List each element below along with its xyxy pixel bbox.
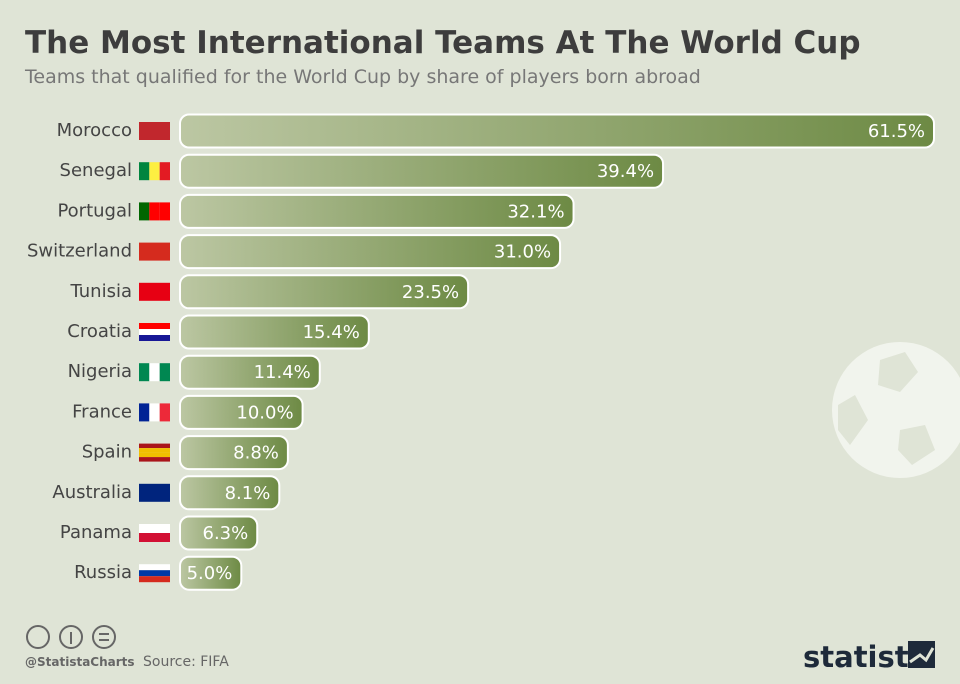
- category-label: Russia: [74, 562, 132, 583]
- category-label: Tunisia: [70, 281, 133, 302]
- flag-stripe: [139, 524, 170, 533]
- flag-stripe: [139, 483, 170, 502]
- flag: [139, 122, 170, 140]
- value-label: 10.0%: [236, 402, 293, 423]
- source: Source: FIFA: [143, 654, 229, 670]
- bar: [179, 314, 370, 350]
- brand-icon: [908, 641, 935, 668]
- value-label: 5.0%: [187, 563, 233, 584]
- flag: [139, 363, 170, 382]
- flag-stripe: [139, 329, 170, 335]
- flag-stripe: [149, 403, 160, 422]
- category-label: Senegal: [60, 160, 132, 181]
- flag: [139, 564, 170, 583]
- value-label: 8.8%: [233, 443, 279, 464]
- flag-stripe: [139, 162, 150, 181]
- bar: [179, 515, 259, 551]
- category-label: Morocco: [57, 120, 132, 141]
- bar: [179, 274, 470, 310]
- bar: [179, 153, 665, 189]
- category-label: Croatia: [67, 321, 132, 342]
- flag-stripe: [159, 162, 170, 181]
- flag-stripe: [139, 564, 170, 571]
- credit: @StatistaCharts: [25, 655, 135, 669]
- bar: [179, 234, 562, 270]
- flag: [139, 282, 170, 301]
- brand: statista: [803, 640, 928, 674]
- flag-stripe: [139, 122, 170, 140]
- flag-stripe: [139, 202, 150, 221]
- value-label: 39.4%: [597, 161, 654, 182]
- decoration: [832, 342, 960, 478]
- flag-stripe: [139, 335, 170, 341]
- flag: [139, 162, 170, 181]
- bar: [179, 354, 321, 390]
- flag-stripe: [149, 162, 160, 181]
- flag-stripe: [139, 457, 170, 462]
- bar: [179, 193, 575, 229]
- category-label: Spain: [82, 442, 132, 463]
- flag-stripe: [149, 202, 160, 221]
- bar: [179, 113, 935, 149]
- flag: [139, 202, 170, 221]
- bar: [179, 394, 304, 430]
- category-label: Australia: [52, 482, 132, 503]
- value-label: 8.1%: [225, 483, 271, 504]
- value-label: 15.4%: [303, 322, 360, 343]
- flag-stripe: [139, 570, 170, 577]
- flag-stripe: [139, 533, 170, 542]
- value-label: 32.1%: [507, 201, 564, 222]
- flag-stripe: [159, 363, 170, 382]
- flag: [139, 524, 170, 542]
- value-label: 23.5%: [402, 282, 459, 303]
- flag-stripe: [139, 403, 150, 422]
- cc-icons: [26, 625, 116, 649]
- flag-stripe: [159, 202, 170, 221]
- category-label: Nigeria: [68, 361, 132, 382]
- bar: [179, 475, 281, 511]
- flag: [139, 403, 170, 422]
- value-label: 6.3%: [203, 523, 249, 544]
- bar: [179, 435, 289, 471]
- flag: [139, 443, 170, 462]
- category-label: Switzerland: [27, 241, 132, 262]
- flag-stripe: [139, 576, 170, 583]
- flag: [139, 483, 170, 502]
- flag-stripe: [139, 323, 170, 329]
- value-label: 11.4%: [254, 362, 311, 383]
- flag-stripe: [139, 363, 150, 382]
- flag-stripe: [139, 282, 170, 301]
- flag-stripe: [139, 452, 170, 458]
- category-label: Panama: [60, 522, 132, 543]
- flag-stripe: [139, 448, 170, 453]
- flag-stripe: [159, 403, 170, 422]
- flag-stripe: [139, 242, 170, 261]
- value-label: 31.0%: [494, 242, 551, 263]
- flag: [139, 323, 170, 341]
- category-label: France: [72, 401, 132, 422]
- bar: [179, 555, 243, 591]
- flag-stripe: [149, 363, 160, 382]
- category-label: Portugal: [57, 200, 132, 221]
- value-label: 61.5%: [868, 121, 925, 142]
- chart-title: The Most International Teams At The Worl…: [25, 25, 861, 61]
- chart-subtitle: Teams that qualified for the World Cup b…: [24, 66, 701, 88]
- flag-stripe: [139, 443, 170, 449]
- flag: [139, 242, 170, 261]
